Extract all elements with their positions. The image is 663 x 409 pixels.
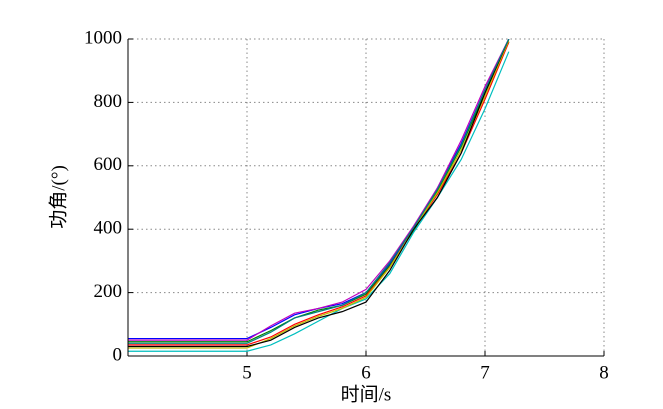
y-tick-label: 400 [94,218,123,239]
x-tick-label: 6 [361,362,371,383]
series-line [128,51,510,352]
series-line [128,40,510,349]
x-axis-label: 时间/s [341,383,392,405]
series-line [128,41,510,346]
series-line [128,39,510,341]
y-tick-label: 200 [94,281,123,302]
series-line [128,39,510,340]
x-tick-label: 8 [599,362,609,383]
y-tick-label: 1000 [84,27,122,48]
series-line [128,39,510,344]
series-line [128,41,510,343]
x-tick-label: 7 [480,362,490,383]
y-axis-label: 功角/(°) [47,165,69,229]
y-tick-label: 800 [94,91,123,112]
y-tick-label: 600 [94,154,123,175]
y-tick-label: 0 [113,344,123,365]
x-tick-label: 5 [242,362,252,383]
plot-area [128,39,510,352]
series-line [128,39,510,348]
